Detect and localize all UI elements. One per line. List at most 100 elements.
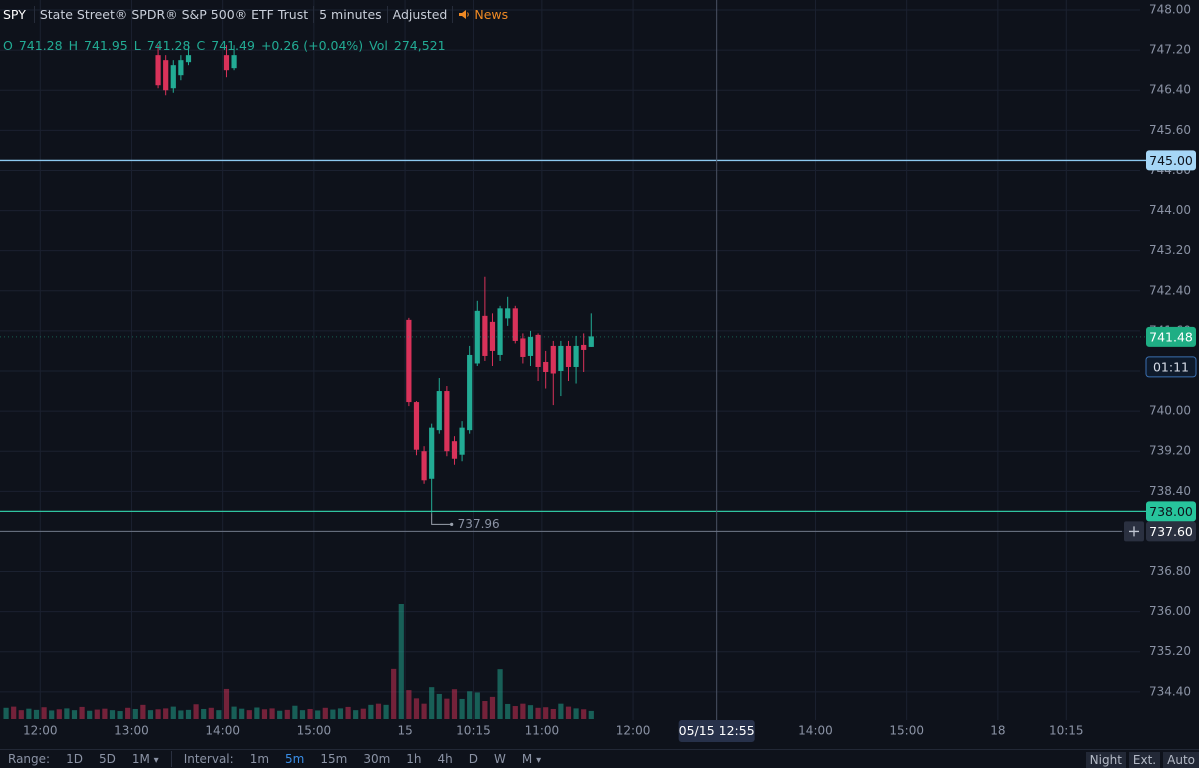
volume-bar — [520, 703, 526, 719]
low-marker-line — [431, 513, 452, 525]
interval-button[interactable]: W — [494, 752, 506, 766]
candle-body — [573, 345, 579, 367]
volume-bar — [79, 706, 85, 719]
interval-button[interactable]: 1h — [406, 752, 422, 766]
x-tick-label: 10:15 — [1049, 724, 1084, 738]
candle-body — [550, 345, 556, 374]
toggle-button[interactable]: Ext. — [1128, 752, 1161, 768]
volume-bar — [11, 706, 17, 719]
y-tick-label: 738.40 — [1149, 484, 1191, 498]
volume-bar — [398, 604, 404, 719]
volume-bar — [284, 709, 290, 719]
volume-bar — [223, 688, 230, 719]
candle-body — [505, 308, 511, 319]
crosshair-y-label: 737.60 — [1149, 524, 1193, 539]
volume-bar — [497, 669, 503, 719]
volume-bar — [125, 707, 131, 719]
price-level-box — [1146, 150, 1196, 171]
y-tick-label: 736.80 — [1149, 564, 1191, 578]
y-tick-label: 739.20 — [1149, 444, 1191, 458]
volume-bar — [208, 707, 214, 719]
quote-line: O 741.28 H 741.95 L 741.28 C 741.49 +0.26 (+0.04… — [3, 38, 452, 53]
news-button[interactable]: News — [452, 6, 513, 23]
volume-bar — [337, 708, 344, 719]
volume-bar — [322, 707, 328, 719]
candle-body — [565, 345, 572, 367]
volume-bar — [140, 704, 146, 719]
volume-bar — [277, 710, 283, 719]
quote-value: 741.95 — [84, 38, 128, 53]
volume-bar — [18, 710, 24, 719]
volume-label: Vol — [369, 38, 388, 53]
x-tick-label: 15 — [397, 724, 412, 738]
interval-button[interactable]: 30m — [363, 752, 391, 766]
candle-body — [588, 336, 594, 347]
volume-bar — [163, 708, 169, 719]
speaker-icon — [459, 10, 470, 19]
candle-body — [413, 402, 420, 450]
x-tick-label: 12:00 — [616, 724, 651, 738]
candle-body — [497, 308, 503, 355]
volume-bar — [299, 710, 306, 719]
chart: 748.00747.20746.40745.60744.80744.00743.… — [0, 0, 1197, 742]
volume-bar — [3, 707, 9, 719]
y-tick-label: 734.40 — [1149, 684, 1191, 698]
candle-body — [467, 354, 473, 431]
countdown-label: 01:11 — [1153, 359, 1189, 374]
x-tick-label: 14:00 — [798, 724, 833, 738]
interval-button[interactable]: 5m — [285, 752, 305, 766]
x-tick-label: 14:00 — [205, 724, 240, 738]
volume-bar — [459, 698, 465, 719]
y-tick-label: 735.20 — [1149, 644, 1191, 658]
volume-bar — [550, 708, 556, 719]
quote-label: O — [3, 38, 13, 53]
crosshair-y-box — [1146, 521, 1196, 542]
symbol[interactable]: SPY — [3, 7, 26, 22]
candle-body — [459, 427, 465, 455]
header: SPY State Street® SPDR® S&P 500® ETF Tru… — [0, 6, 513, 23]
separator — [170, 751, 172, 767]
interval-button[interactable]: M ▾ — [521, 752, 542, 766]
interval-button[interactable]: 1m — [249, 752, 270, 766]
volume-bar — [558, 703, 564, 719]
volume-bar — [391, 668, 397, 719]
y-tick-label: 740.00 — [1149, 404, 1191, 418]
price-level-label: 745.00 — [1149, 153, 1193, 168]
candle-body — [482, 315, 488, 356]
volume-bar — [201, 708, 207, 719]
interval-button[interactable]: D — [468, 752, 479, 766]
volume-bar — [56, 709, 62, 719]
crosshair-plus — [1129, 526, 1139, 537]
last-price-box — [1146, 326, 1196, 347]
volume-bar — [41, 707, 47, 719]
y-tick-label: 743.20 — [1149, 243, 1191, 257]
range-button[interactable]: 5D — [98, 752, 116, 766]
volume-bar — [315, 710, 321, 719]
candle-body — [520, 338, 526, 357]
volume-bar — [505, 703, 511, 719]
volume-bar — [307, 708, 313, 719]
candle-body — [581, 344, 587, 350]
y-tick-label: 746.40 — [1149, 83, 1191, 97]
last-price-label: 741.48 — [1149, 329, 1193, 344]
volume-bar — [467, 691, 473, 719]
quote-label: L — [133, 38, 141, 53]
candle-body — [163, 60, 169, 91]
change: +0.26 (+0.04%) — [260, 38, 364, 53]
volume-bar — [444, 698, 450, 719]
adjustment[interactable]: Adjusted — [386, 6, 453, 23]
interval-button[interactable]: 4h — [437, 752, 453, 766]
volume-bar — [292, 705, 298, 719]
candle-body — [170, 65, 176, 89]
interval-button[interactable]: 15m — [320, 752, 348, 766]
toggle-button[interactable]: Night — [1085, 752, 1126, 768]
interval[interactable]: 5 minutes — [313, 6, 387, 23]
toggle-button[interactable]: Auto — [1163, 752, 1199, 768]
candle-body — [436, 391, 442, 431]
low-marker-dot — [450, 522, 454, 526]
volume-bar — [535, 707, 541, 719]
range-label: Range: — [8, 752, 51, 766]
range-button[interactable]: 1M ▾ — [131, 752, 159, 766]
volume-bar — [216, 710, 222, 719]
range-button[interactable]: 1D — [66, 752, 83, 766]
